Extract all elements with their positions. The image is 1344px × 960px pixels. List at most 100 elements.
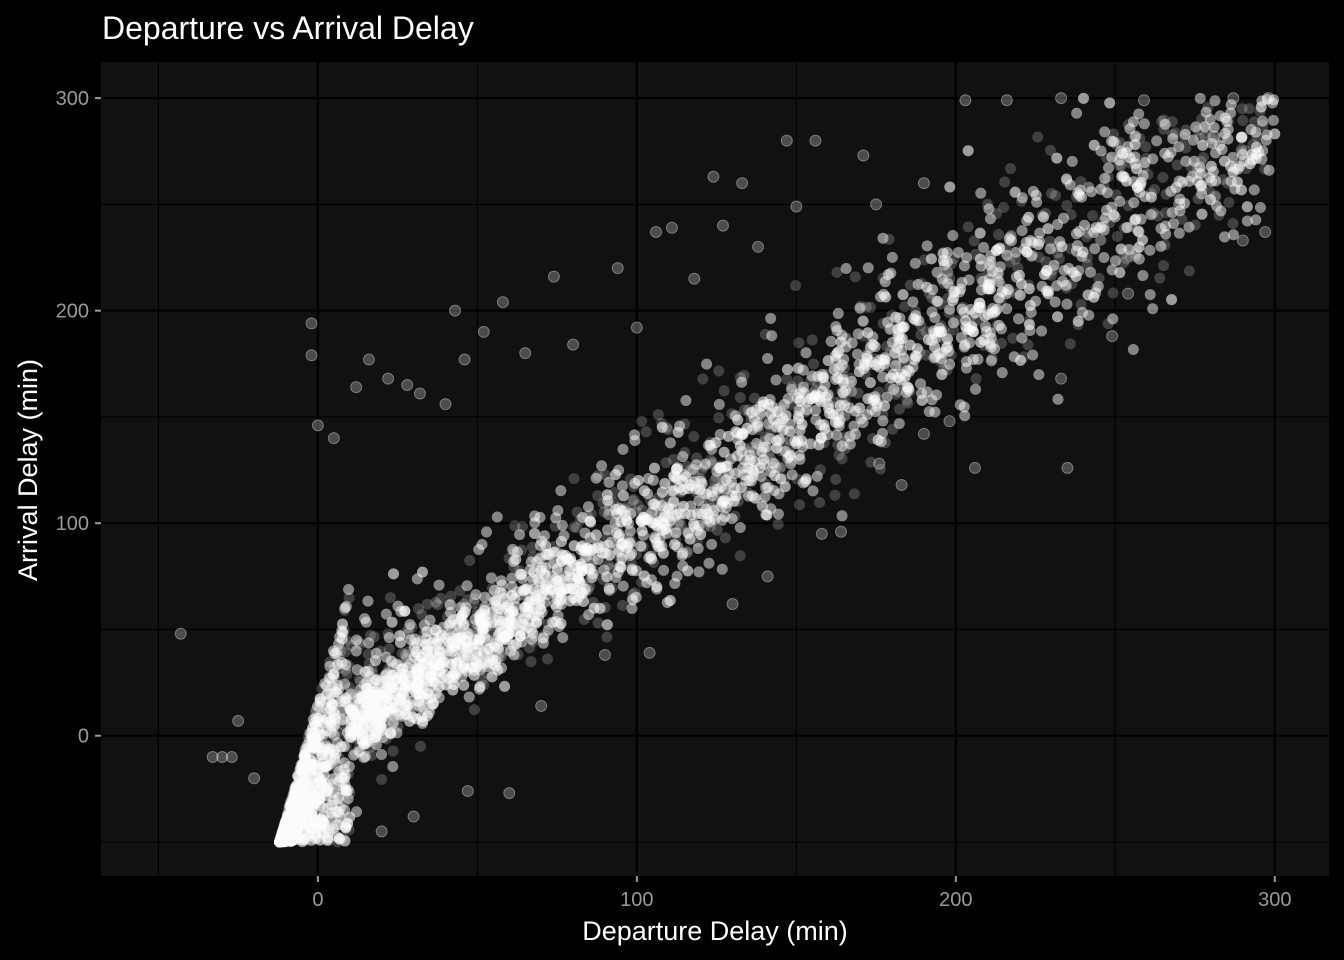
data-point [652, 523, 664, 535]
data-point [276, 829, 288, 841]
data-point [1061, 175, 1073, 187]
data-point [749, 392, 761, 404]
data-point [290, 787, 302, 799]
data-point [551, 574, 563, 586]
data-point [683, 528, 695, 540]
data-point [414, 655, 426, 667]
data-point [942, 293, 954, 305]
data-point [1199, 131, 1211, 143]
data-point [449, 632, 461, 644]
data-point [1003, 283, 1015, 295]
data-point [778, 473, 790, 485]
data-point [1166, 116, 1178, 128]
data-point [791, 473, 803, 485]
data-point [570, 575, 582, 587]
data-point [280, 834, 292, 846]
data-point [1046, 187, 1058, 199]
data-point [983, 280, 995, 292]
data-point [990, 208, 1002, 220]
data-point [274, 836, 286, 848]
data-point [435, 592, 447, 604]
data-point [283, 822, 295, 834]
data-point [334, 813, 346, 825]
data-point [991, 273, 1003, 285]
data-point [611, 262, 624, 275]
data-point [306, 833, 318, 845]
data-point [276, 829, 288, 841]
data-point [712, 509, 724, 521]
data-point [1040, 256, 1052, 268]
data-point [506, 619, 518, 631]
data-point [968, 461, 981, 474]
data-point [277, 831, 289, 843]
data-point [707, 456, 719, 468]
data-point [992, 270, 1004, 282]
data-point [1078, 245, 1090, 257]
data-point [1005, 230, 1017, 242]
data-point [472, 652, 484, 664]
data-point [444, 623, 456, 635]
data-point [313, 702, 325, 714]
data-point [345, 639, 357, 651]
data-point [544, 558, 556, 570]
data-point [307, 786, 319, 798]
data-point [206, 750, 219, 763]
data-point [698, 522, 710, 534]
data-point [592, 617, 604, 629]
data-point [991, 320, 1003, 332]
data-point [745, 415, 757, 427]
data-point [1170, 127, 1182, 139]
data-point [383, 643, 395, 655]
data-point [1173, 198, 1186, 211]
data-point [362, 353, 375, 366]
data-point [1130, 251, 1142, 263]
data-point [398, 681, 410, 693]
data-point [380, 733, 392, 745]
data-point [917, 177, 930, 190]
data-point [443, 599, 455, 611]
data-point [661, 422, 673, 434]
data-point [437, 659, 449, 671]
data-point [886, 309, 898, 321]
data-point [1124, 251, 1136, 263]
data-point [1183, 265, 1195, 277]
data-point [299, 814, 311, 826]
data-point [941, 364, 953, 376]
data-point [1160, 207, 1172, 219]
data-point [311, 827, 323, 839]
data-point [353, 716, 365, 728]
data-point [1110, 138, 1122, 150]
data-point [759, 435, 771, 447]
data-point [576, 561, 588, 573]
data-point [565, 583, 577, 595]
data-point [286, 808, 298, 820]
data-point [592, 470, 604, 482]
data-point [673, 515, 685, 527]
data-point [587, 596, 599, 608]
data-point [277, 827, 289, 839]
data-point [283, 810, 295, 822]
data-point [303, 745, 315, 757]
data-point [421, 598, 433, 610]
data-point [351, 703, 363, 715]
data-point [575, 514, 587, 526]
data-point [627, 588, 639, 600]
data-point [1236, 103, 1248, 115]
data-point [772, 518, 784, 530]
data-point [565, 568, 577, 580]
data-point [584, 548, 596, 560]
data-point [315, 827, 327, 839]
data-point [744, 446, 756, 458]
data-point [987, 308, 999, 320]
data-point [681, 460, 693, 472]
data-point [494, 619, 506, 631]
data-point [334, 760, 346, 772]
data-point [392, 690, 404, 702]
data-point [542, 653, 554, 665]
data-point [1005, 229, 1017, 241]
data-point [1023, 279, 1035, 291]
data-point [566, 562, 578, 574]
data-point [1080, 231, 1092, 243]
data-point [879, 360, 891, 372]
data-point [734, 550, 746, 562]
